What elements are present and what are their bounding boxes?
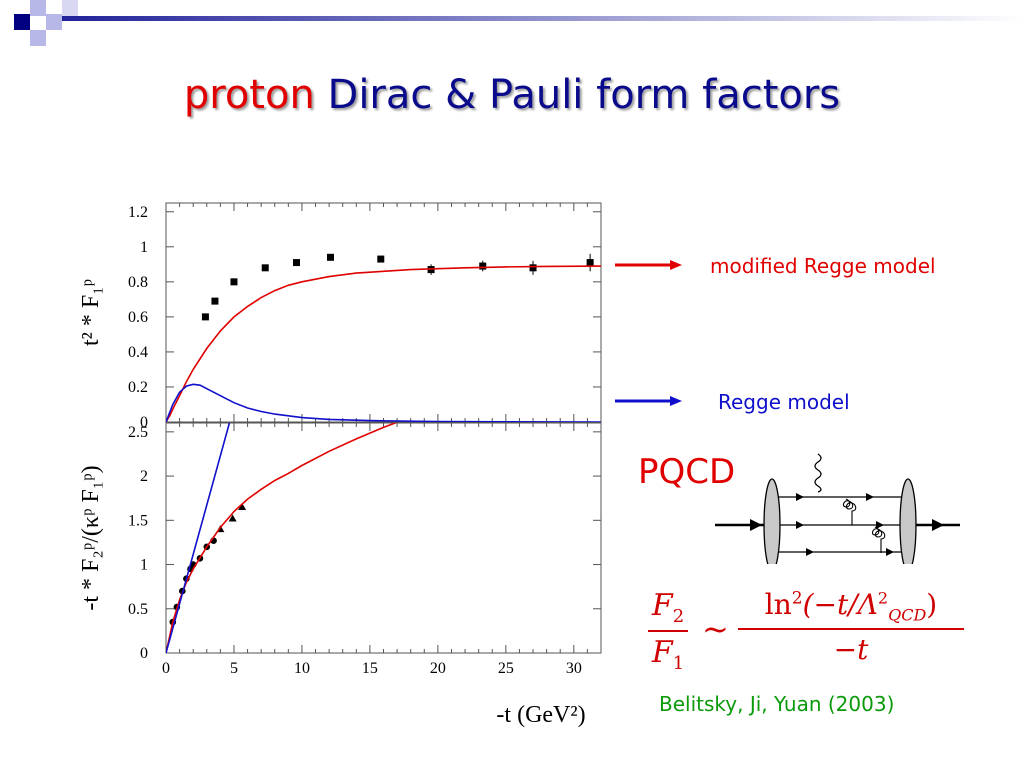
rhs-ln: ln <box>764 588 792 621</box>
y-tick-label: 0 <box>140 414 148 431</box>
arrow-icon <box>750 519 762 531</box>
y-tick-label: 1.5 <box>128 512 148 529</box>
y-tick-label: 0.5 <box>128 601 148 618</box>
photon-line <box>814 453 822 493</box>
x-tick-label: 10 <box>294 660 310 677</box>
lhs-denominator-sub: 1 <box>672 653 685 674</box>
series-line-regge-model <box>166 383 601 422</box>
slide-header-decoration <box>14 0 1024 46</box>
proton-blob <box>763 478 781 564</box>
arrow-icon <box>932 519 944 531</box>
series-line-modified-regge-model <box>166 423 398 653</box>
rhs-lambda-exp: 2 <box>877 588 889 608</box>
bottom-y-axis-label: -t * F₂ᵖ/(κᵖ F₁ᵖ) <box>78 465 104 610</box>
y-tick-label: 0 <box>140 645 148 662</box>
arrow-icon <box>806 548 814 556</box>
gluon-line <box>842 498 857 525</box>
arrow-icon <box>876 521 884 529</box>
arrow-icon <box>866 493 874 501</box>
pqcd-formula: F2 F1 ~ ln2(−t/Λ2QCD) −t <box>640 580 970 680</box>
lhs-denominator: F <box>651 635 673 670</box>
data-point <box>293 259 300 267</box>
pqcd-label: PQCD <box>638 452 736 492</box>
data-point <box>326 253 334 261</box>
arrow-icon <box>670 396 682 406</box>
arrow-icon <box>670 260 682 270</box>
header-square <box>46 14 62 30</box>
lhs-numerator-sub: 2 <box>672 606 685 627</box>
citation: Belitsky, Ji, Yuan (2003) <box>659 692 895 716</box>
header-square <box>62 0 78 16</box>
top-y-axis-label: t² * F₁ᵖ <box>78 279 104 346</box>
y-tick-label: 0.6 <box>128 309 148 326</box>
data-point <box>230 278 238 286</box>
title-highlight: proton <box>183 72 315 118</box>
x-tick-label: 20 <box>430 660 446 677</box>
gluon-line <box>871 526 886 553</box>
data-point <box>211 297 219 305</box>
y-tick-label: 0.8 <box>128 274 148 291</box>
proton-blob <box>899 478 917 564</box>
y-tick-label: 1.2 <box>128 204 148 221</box>
data-point <box>529 264 537 272</box>
x-tick-label: 15 <box>362 660 378 677</box>
formula-rhs: ln2(−t/Λ2QCD) −t <box>738 588 964 666</box>
x-axis-label: -t (GeV²) <box>496 702 585 728</box>
rhs-denominator: −t <box>833 632 869 666</box>
y-tick-label: 1 <box>140 557 148 574</box>
data-point <box>238 503 247 511</box>
rhs-lambda-sub: QCD <box>888 605 927 625</box>
x-tick-label: 30 <box>566 660 582 677</box>
slide-title: proton Dirac & Pauli form factors <box>0 72 1024 118</box>
series-line-regge-model <box>166 423 231 653</box>
arrow-icon <box>796 521 804 529</box>
pqcd-feynman-diagram <box>715 453 960 564</box>
top-marks <box>166 253 601 422</box>
header-square <box>30 30 46 46</box>
y-tick-label: 1 <box>140 239 148 256</box>
title-rest: Dirac & Pauli form factors <box>327 72 841 118</box>
legend-regge-label: Regge model <box>718 390 850 414</box>
bottom-frame <box>165 422 602 654</box>
y-tick-label: 0.4 <box>128 344 148 361</box>
top-frame <box>165 202 602 423</box>
y-tick-label: 2 <box>140 468 148 485</box>
rhs-ln-exp: 2 <box>791 588 803 609</box>
data-point <box>586 259 594 267</box>
header-square <box>14 14 30 30</box>
data-point <box>479 262 487 270</box>
arrow-icon <box>886 548 894 556</box>
data-point <box>261 264 269 272</box>
header-square <box>30 0 46 16</box>
legend-modified-regge-label: modified Regge model <box>710 254 936 278</box>
lhs-numerator: F <box>651 588 673 623</box>
rhs-close: ) <box>926 588 938 621</box>
y-tick-label: 2.5 <box>128 424 148 441</box>
top-panel: 0 0.2 0.4 0.6 0.8 1 1.2 t² * F₁ᵖ <box>78 202 602 431</box>
bottom-marks <box>166 423 398 653</box>
x-tick-label: 0 <box>162 660 170 677</box>
x-tick-label: 5 <box>230 660 238 677</box>
data-point <box>377 255 385 263</box>
formula-relation: ~ <box>702 610 729 648</box>
data-point <box>228 514 237 522</box>
y-tick-label: 0.2 <box>128 379 148 396</box>
rhs-body: (−t/Λ <box>802 588 878 621</box>
header-rule <box>62 16 1024 21</box>
arrow-icon <box>796 493 804 501</box>
data-point <box>201 313 209 321</box>
x-tick-label: 25 <box>498 660 514 677</box>
bottom-panel: 0 0.5 1 1.5 2 2.5 0 5 10 15 20 25 30 -t * F₂ᵖ/(κᵖ F₁ᵖ… <box>78 422 602 677</box>
formula-lhs: F2 F1 <box>648 588 688 674</box>
series-line-modified-regge-model <box>166 265 601 422</box>
